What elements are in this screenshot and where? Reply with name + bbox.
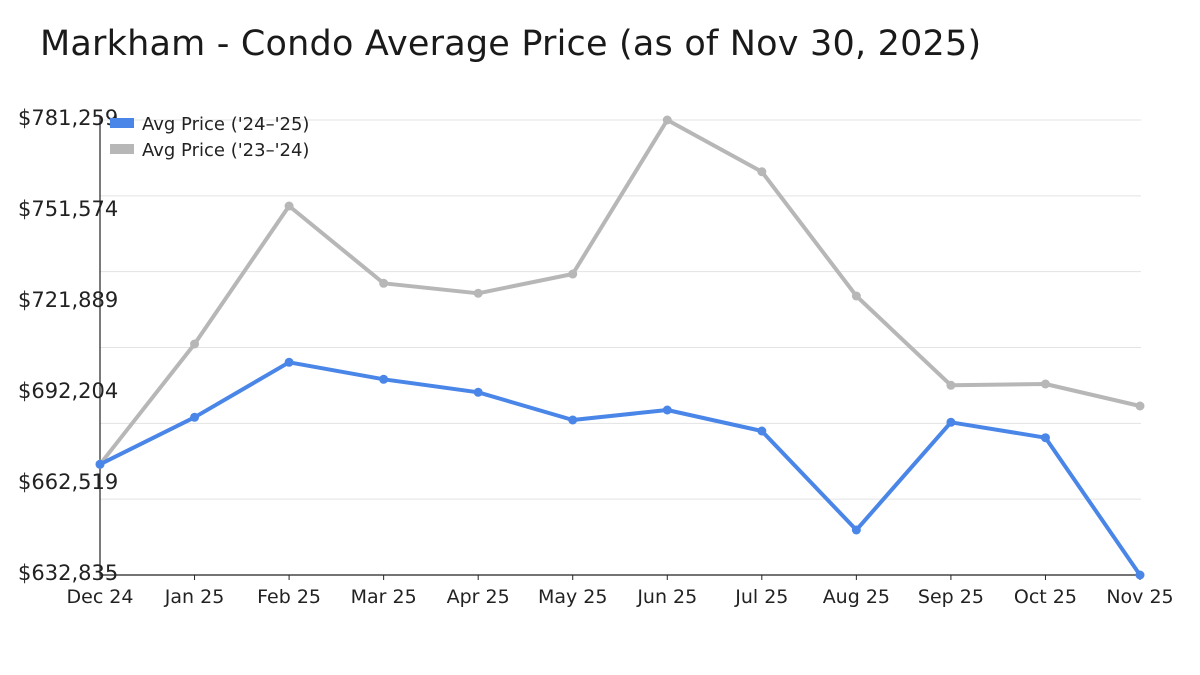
chart-title: Markham - Condo Average Price (as of Nov… xyxy=(40,24,982,64)
y-tick-label: $781,259 xyxy=(18,106,118,130)
x-tick-label: Apr 25 xyxy=(447,586,510,608)
y-tick-label: $692,204 xyxy=(18,379,118,403)
y-tick-label: $721,889 xyxy=(18,288,118,312)
data-point-series-0[interactable] xyxy=(851,525,861,535)
data-point-series-1[interactable] xyxy=(473,288,483,298)
data-point-series-0[interactable] xyxy=(379,374,389,384)
x-tick-label: Aug 25 xyxy=(823,586,890,608)
data-point-series-0[interactable] xyxy=(662,405,672,415)
x-axis: Dec 24 Jan 25 Feb 25 Mar 25 Apr 25 May 25 Jun … xyxy=(67,574,1174,608)
x-tick-label: Jan 25 xyxy=(164,586,225,608)
data-point-series-0[interactable] xyxy=(95,459,105,469)
data-point-series-0[interactable] xyxy=(1040,433,1050,443)
data-point-series-1[interactable] xyxy=(1040,379,1050,389)
legend-swatch-series-0 xyxy=(110,118,134,128)
legend: Avg Price ('24–'25) Avg Price ('23–'24) xyxy=(110,114,309,161)
y-axis: $632,835 $662,519 $692,204 $721,889 $751,574… xyxy=(18,106,118,585)
data-point-series-0[interactable] xyxy=(757,426,767,436)
data-point-series-1[interactable] xyxy=(190,339,200,349)
data-point-series-1[interactable] xyxy=(757,167,767,177)
x-tick-label: Sep 25 xyxy=(918,586,984,608)
x-tick-label: Nov 25 xyxy=(1106,586,1173,608)
x-tick-label: Dec 24 xyxy=(67,586,134,608)
data-point-series-0[interactable] xyxy=(284,357,294,367)
data-point-series-0[interactable] xyxy=(946,417,956,427)
data-point-series-1[interactable] xyxy=(379,278,389,288)
series-line-1 xyxy=(98,118,1141,466)
x-tick-label: Jun 25 xyxy=(636,586,697,608)
legend-label-series-0: Avg Price ('24–'25) xyxy=(142,114,309,135)
legend-label-series-1: Avg Price ('23–'24) xyxy=(142,140,309,161)
data-point-series-1[interactable] xyxy=(946,380,956,390)
series-line-0 xyxy=(99,360,1142,577)
data-point-series-0[interactable] xyxy=(568,415,578,425)
gridlines xyxy=(100,119,1141,500)
data-point-series-1[interactable] xyxy=(662,115,672,125)
y-tick-label: $632,835 xyxy=(18,561,118,585)
x-tick-label: Oct 25 xyxy=(1014,586,1077,608)
series-lines xyxy=(95,115,1145,580)
data-point-series-1[interactable] xyxy=(284,201,294,211)
legend-swatch-series-1 xyxy=(110,144,134,154)
data-point-series-1[interactable] xyxy=(568,269,578,279)
x-tick-label: Mar 25 xyxy=(351,586,417,608)
x-tick-label: May 25 xyxy=(538,586,608,608)
y-tick-label: $751,574 xyxy=(18,197,118,221)
x-tick-label: Jul 25 xyxy=(734,586,788,608)
y-tick-label: $662,519 xyxy=(18,470,118,494)
data-point-series-0[interactable] xyxy=(190,412,200,422)
data-point-series-1[interactable] xyxy=(851,291,861,301)
data-point-series-0[interactable] xyxy=(473,387,483,397)
data-point-series-1[interactable] xyxy=(1135,401,1145,411)
x-tick-label: Feb 25 xyxy=(257,586,321,608)
data-point-series-0[interactable] xyxy=(1135,570,1145,580)
